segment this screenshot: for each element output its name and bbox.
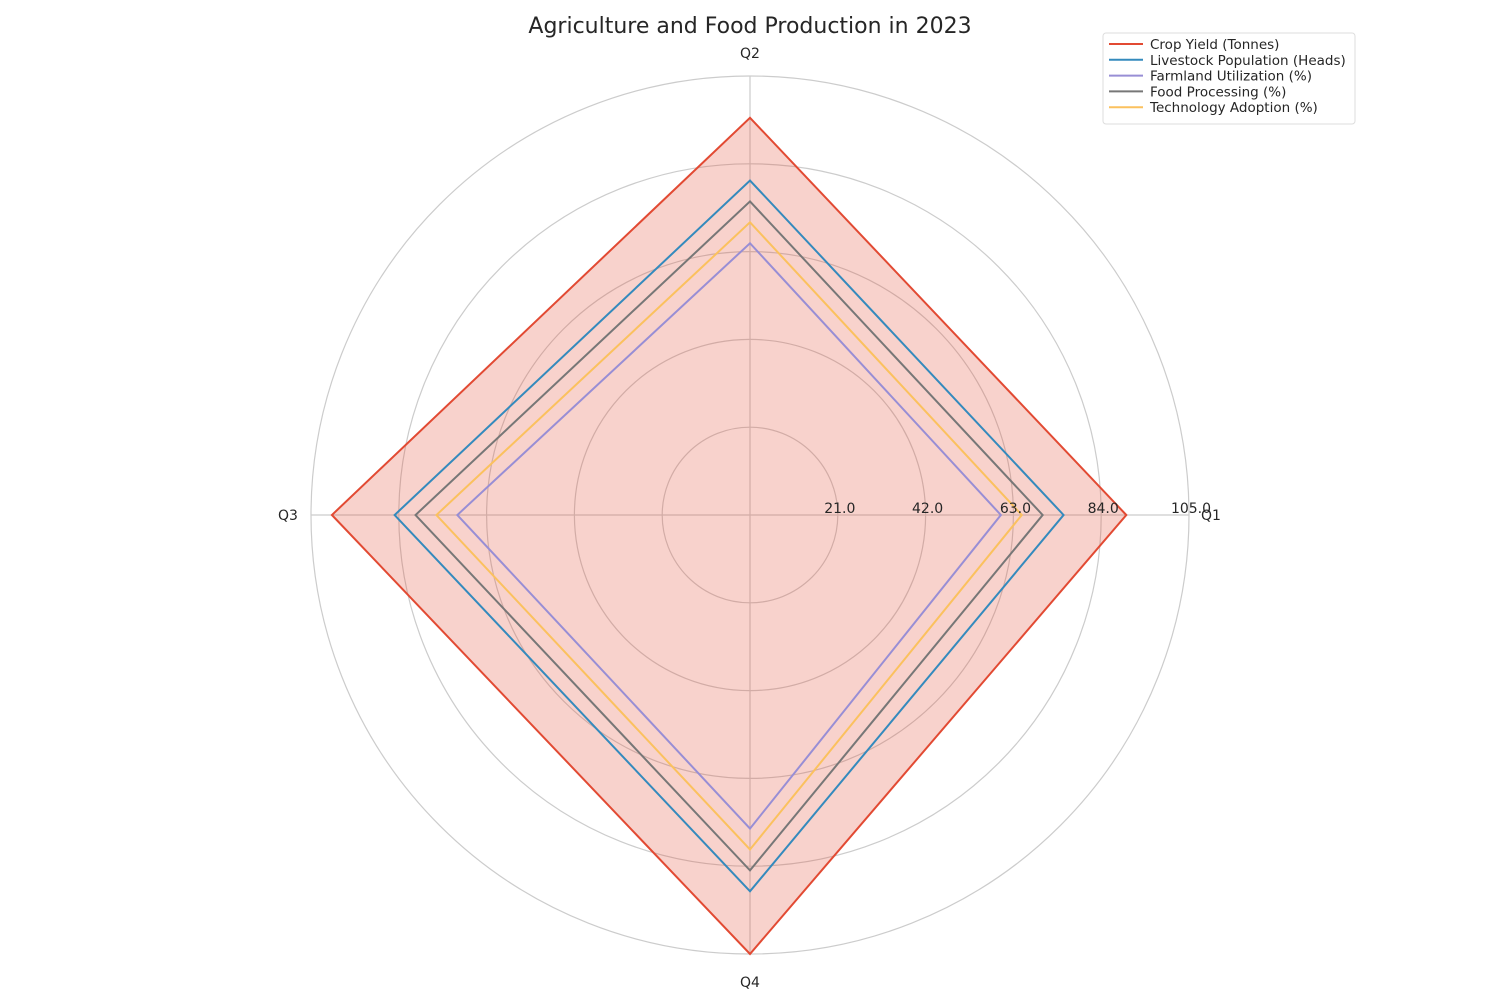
legend: Crop Yield (Tonnes)Livestock Population … [1102, 32, 1356, 125]
legend-label-1: Crop Yield (Tonnes) [1150, 37, 1279, 53]
radial-tick-label-1: 21.0 [824, 501, 855, 517]
radial-tick-labels: 21.0 42.0 63.0 84.0 105.0 [824, 501, 1211, 517]
radial-tick-label-4: 84.0 [1088, 501, 1119, 517]
category-label-q2: Q2 [740, 46, 760, 62]
legend-label-4: Food Processing (%) [1150, 84, 1286, 100]
legend-label-2: Livestock Population (Heads) [1150, 53, 1346, 69]
series-layer [330, 116, 1128, 956]
category-labels: Q1 Q2 Q3 Q4 [278, 46, 1221, 991]
legend-frame [1102, 32, 1356, 125]
legend-label-5: Technology Adoption (%) [1149, 100, 1318, 116]
radial-tick-label-5: 105.0 [1171, 501, 1211, 517]
radial-tick-label-2: 42.0 [912, 501, 943, 517]
category-label-q4: Q4 [740, 975, 760, 991]
category-label-q3: Q3 [278, 508, 298, 524]
legend-label-3: Farmland Utilization (%) [1150, 69, 1312, 85]
radial-tick-label-3: 63.0 [1000, 501, 1031, 517]
chart-title: Agriculture and Food Production in 2023 [528, 14, 971, 39]
category-label-q1: Q1 [1201, 508, 1221, 524]
